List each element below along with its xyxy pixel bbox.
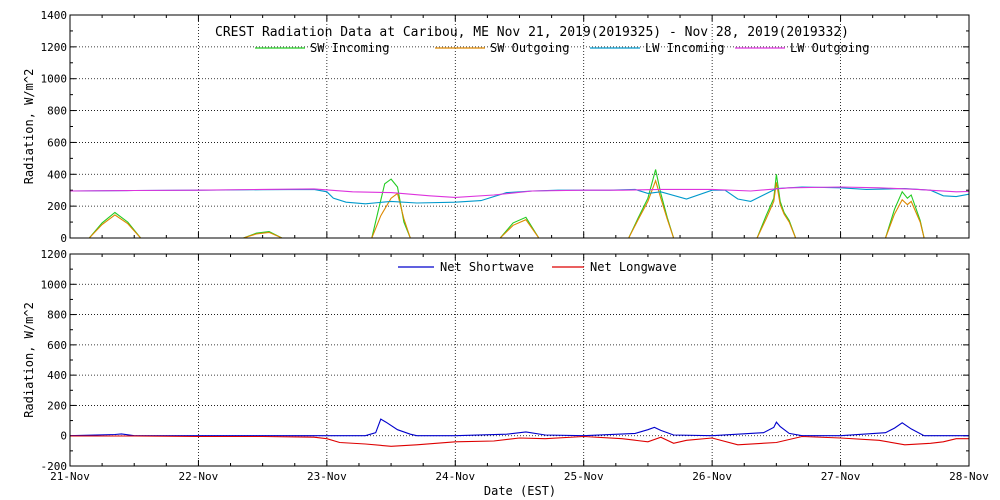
series-line-net-longwave <box>70 435 969 447</box>
y-tick-label: 0 <box>60 430 67 443</box>
y-tick-label: 200 <box>47 200 67 213</box>
y-tick-label: 600 <box>47 136 67 149</box>
legend-label: SW Incoming <box>310 41 389 55</box>
x-tick-label: 27-Nov <box>821 470 861 483</box>
series-line-net-shortwave <box>69 418 969 437</box>
x-tick-label: 26-Nov <box>692 470 732 483</box>
x-tick-label: 24-Nov <box>435 470 475 483</box>
x-tick-label: 22-Nov <box>179 470 219 483</box>
x-tick-label: 28-Nov <box>949 470 989 483</box>
plot-frame <box>69 253 970 467</box>
legend-label: Net Shortwave <box>440 260 534 274</box>
legend-label: LW Outgoing <box>790 41 869 55</box>
x-axis-label: Date (EST) <box>484 484 556 498</box>
y-tick-label: 1000 <box>41 278 68 291</box>
legend-label: Net Longwave <box>590 260 677 274</box>
y-tick-label: 0 <box>60 232 67 245</box>
series-line-lw-incoming <box>69 186 970 205</box>
y-axis-label: Radiation, W/m^2 <box>22 302 36 418</box>
y-tick-label: 400 <box>47 168 67 181</box>
x-tick-label: 23-Nov <box>307 470 347 483</box>
y-tick-label: 400 <box>47 369 67 382</box>
y-tick-label: 1200 <box>41 41 68 54</box>
y-tick-label: 800 <box>47 105 67 118</box>
y-axis-label: Radiation, W/m^2 <box>22 69 36 185</box>
y-tick-label: -200 <box>41 460 68 473</box>
legend-label: SW Outgoing <box>490 41 569 55</box>
y-tick-label: 1400 <box>41 9 68 22</box>
series-line-lw-outgoing <box>69 186 970 198</box>
x-tick-label: 21-Nov <box>50 470 90 483</box>
plot-frame <box>69 14 970 239</box>
y-tick-label: 800 <box>47 309 67 322</box>
y-tick-label: 1000 <box>41 73 68 86</box>
x-tick-label: 25-Nov <box>564 470 604 483</box>
y-tick-label: 200 <box>47 399 67 412</box>
series-line-sw-incoming <box>70 169 969 239</box>
y-tick-label: 1200 <box>41 248 68 261</box>
y-tick-label: 600 <box>47 339 67 352</box>
chart-title: CREST Radiation Data at Caribou, ME Nov … <box>215 25 849 40</box>
series-line-sw-outgoing <box>70 178 969 239</box>
legend-label: LW Incoming <box>645 41 724 55</box>
